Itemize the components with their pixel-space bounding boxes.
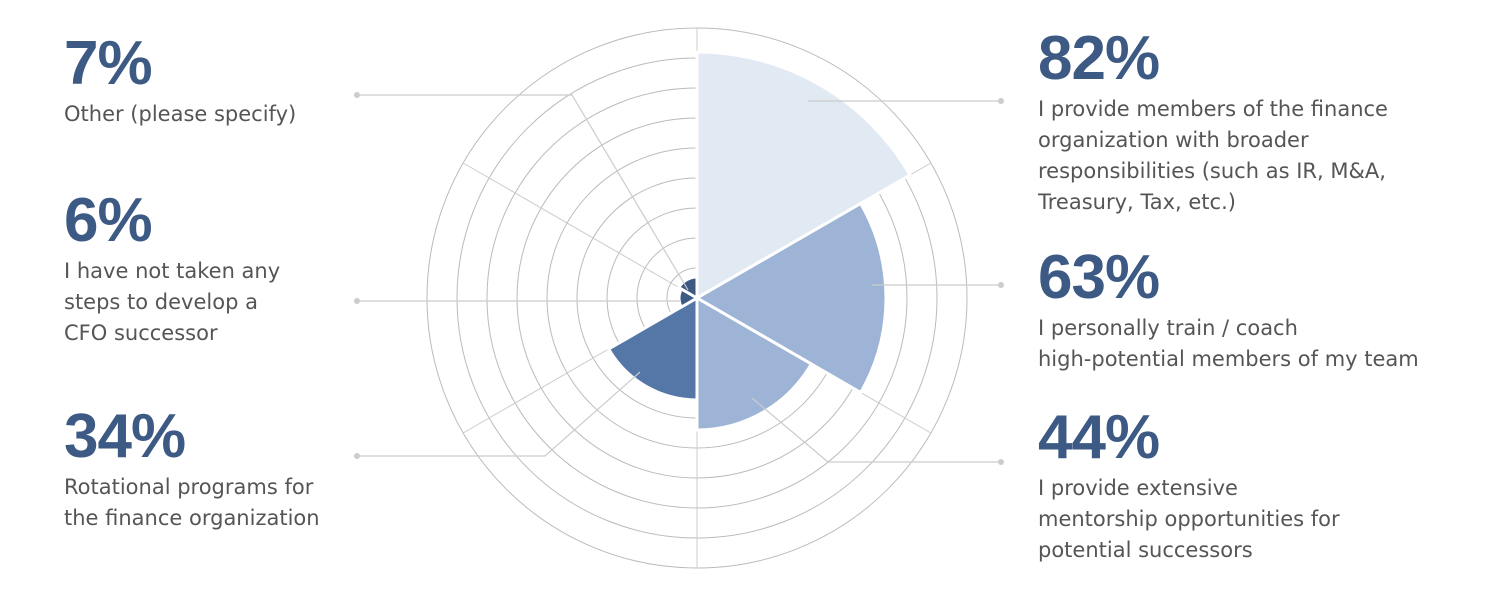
category-label: I provide extensive mentorship opportuni…	[1038, 476, 1340, 562]
label-group: 7% Other (please specify)	[64, 31, 296, 130]
value-label: 34%	[64, 402, 186, 471]
label-group: 34% Rotational programs for the finance o…	[64, 404, 320, 534]
value-label: 44%	[1038, 403, 1160, 472]
wedge	[693, 201, 888, 395]
leader-line	[357, 371, 641, 457]
label-group: 63% I personally train / coach high-poten…	[1038, 245, 1419, 375]
wedge	[606, 295, 699, 402]
category-label: I provide members of the finance organiz…	[1038, 97, 1388, 214]
leader-dot	[998, 459, 1004, 465]
category-label: I personally train / coach high-potentia…	[1038, 316, 1419, 371]
leader-dot	[354, 298, 360, 304]
leader-dot	[354, 453, 360, 459]
leader-dot	[998, 282, 1004, 288]
wedge	[695, 50, 913, 301]
value-label: 6%	[64, 186, 153, 255]
leader-dot	[998, 98, 1004, 104]
leader-line	[751, 397, 1001, 463]
category-label: Rotational programs for the finance orga…	[64, 475, 320, 530]
category-label: I have not taken any steps to develop a …	[64, 259, 281, 345]
label-group: 44% I provide extensive mentorship opport…	[1038, 405, 1340, 566]
value-label: 7%	[64, 29, 153, 98]
wedge	[695, 295, 814, 432]
label-group: 6% I have not taken any steps to develop …	[64, 188, 280, 349]
value-label: 82%	[1038, 24, 1160, 93]
value-label: 63%	[1038, 243, 1160, 312]
leader-line	[357, 94, 689, 291]
spoke	[462, 162, 698, 299]
leader-dot	[354, 92, 360, 98]
category-label: Other (please specify)	[64, 102, 297, 126]
label-group: 82% I provide members of the finance orga…	[1038, 26, 1388, 218]
